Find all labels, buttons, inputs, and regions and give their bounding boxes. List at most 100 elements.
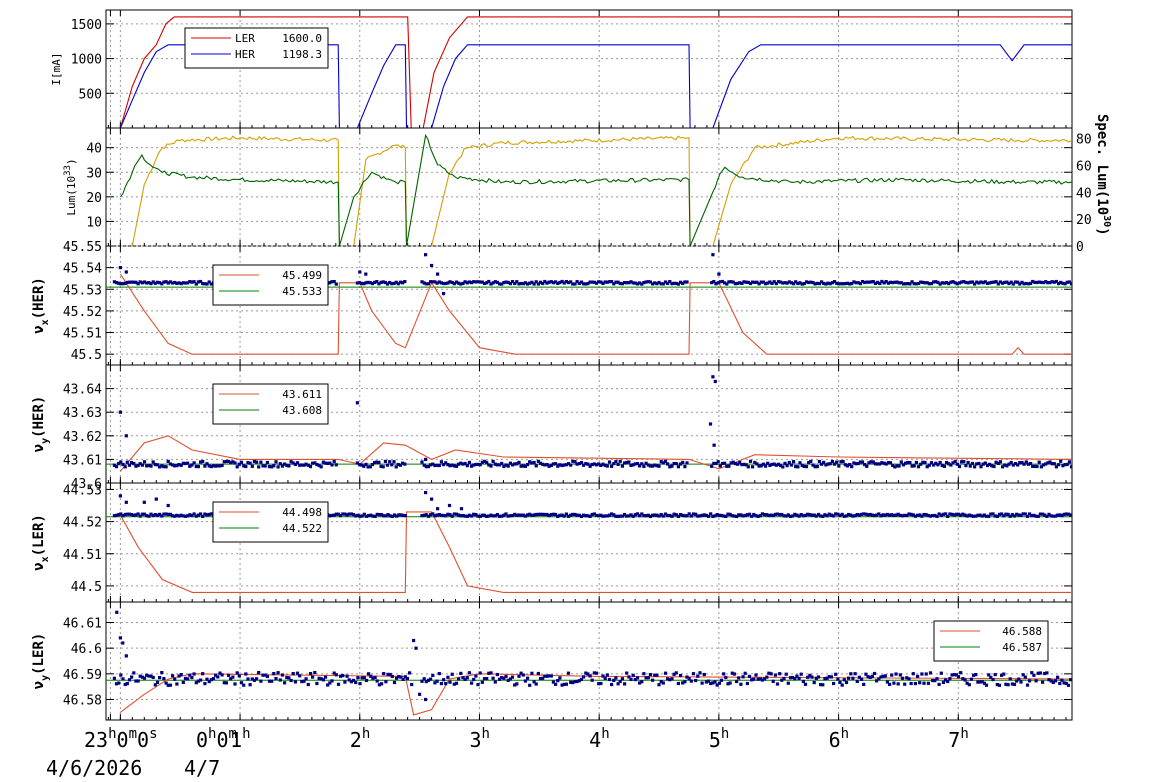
data-point — [155, 463, 160, 467]
data-point — [1013, 280, 1018, 284]
y-axis-label: Lum(1033) — [63, 158, 78, 215]
data-point — [736, 281, 740, 285]
data-point — [1062, 512, 1066, 516]
data-point — [724, 675, 728, 680]
data-point — [1066, 512, 1070, 516]
data-point — [433, 463, 437, 468]
data-point — [321, 678, 325, 682]
data-point — [491, 281, 495, 285]
data-point — [545, 512, 549, 517]
data-point — [646, 513, 650, 517]
data-point — [1069, 465, 1072, 469]
data-point — [984, 514, 989, 518]
data-point — [905, 676, 909, 680]
data-point — [564, 512, 568, 516]
data-point — [498, 463, 502, 467]
data-point — [274, 677, 278, 681]
data-point — [642, 281, 646, 285]
data-point — [1026, 282, 1030, 286]
data-point — [750, 514, 754, 518]
data-point — [521, 464, 525, 468]
data-point — [295, 671, 300, 675]
data-point — [810, 513, 814, 517]
data-point — [715, 683, 719, 687]
data-point — [752, 677, 756, 681]
data-point — [803, 513, 808, 517]
data-point — [760, 512, 764, 516]
label-tail: (HER) — [31, 277, 47, 319]
data-point — [293, 680, 297, 684]
data-point — [957, 281, 962, 285]
data-point — [683, 465, 687, 469]
data-point — [925, 465, 929, 469]
data-point — [711, 253, 715, 257]
data-point — [883, 513, 887, 517]
data-point — [375, 280, 379, 284]
data-point — [825, 676, 829, 680]
data-point — [543, 279, 547, 284]
data-point — [601, 281, 605, 285]
data-point — [162, 512, 166, 516]
data-point — [398, 280, 403, 284]
data-point — [371, 514, 375, 518]
data-point — [397, 513, 401, 517]
data-point — [203, 512, 207, 516]
data-point — [644, 676, 648, 680]
data-point — [644, 461, 648, 465]
data-point — [293, 462, 297, 466]
data-point — [642, 464, 646, 468]
data-point — [399, 675, 403, 679]
data-point — [549, 674, 553, 678]
data-point — [969, 677, 973, 681]
data-point — [814, 676, 818, 680]
data-point — [823, 677, 827, 681]
data-point — [420, 460, 424, 464]
data-point — [661, 514, 665, 518]
data-point — [724, 514, 728, 518]
data-point — [181, 281, 185, 285]
data-point — [899, 460, 903, 464]
data-point — [385, 463, 390, 467]
data-point — [729, 280, 733, 284]
data-point — [123, 465, 127, 469]
data-point — [513, 683, 517, 687]
data-point — [244, 464, 248, 469]
data-point — [826, 462, 830, 466]
data-point — [153, 513, 157, 517]
data-point — [845, 281, 849, 285]
data-point — [661, 681, 665, 685]
data-point — [465, 514, 469, 518]
data-point — [534, 464, 538, 468]
data-point — [220, 463, 224, 467]
data-point — [366, 465, 370, 469]
data-point — [952, 513, 956, 517]
data-point — [190, 513, 194, 518]
data-point — [614, 676, 618, 680]
data-point — [362, 676, 366, 680]
data-point — [491, 676, 495, 680]
data-point — [763, 513, 767, 517]
data-point — [1039, 465, 1043, 469]
data-point — [983, 461, 987, 465]
data-point — [920, 514, 924, 518]
data-point — [1051, 680, 1055, 684]
data-point — [853, 514, 857, 518]
data-point — [134, 513, 138, 517]
data-point — [957, 464, 962, 469]
data-point — [536, 671, 540, 676]
data-point — [623, 512, 627, 517]
data-point — [638, 464, 642, 468]
data-point — [916, 674, 920, 678]
data-point — [437, 463, 441, 468]
data-point — [792, 282, 796, 286]
data-point — [612, 513, 616, 517]
data-point — [744, 280, 748, 284]
data-point — [717, 513, 721, 517]
data-point — [114, 465, 119, 469]
data-point — [933, 513, 937, 518]
data-point — [856, 281, 860, 285]
data-point — [467, 513, 471, 517]
data-point — [401, 461, 405, 465]
data-point — [928, 514, 933, 518]
